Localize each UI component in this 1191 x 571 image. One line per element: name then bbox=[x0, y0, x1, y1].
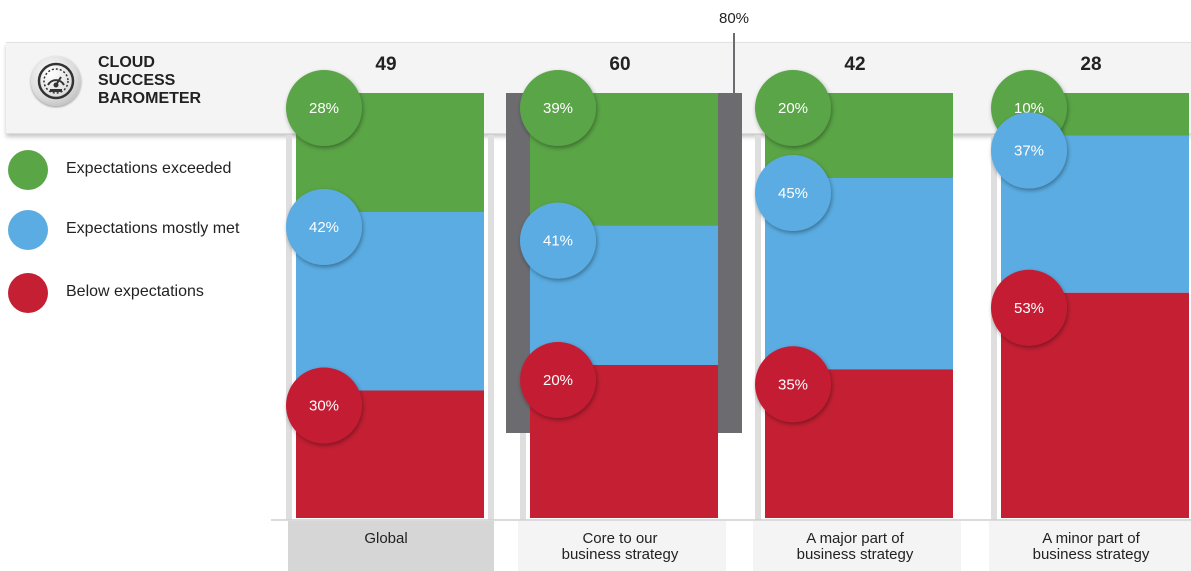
brand-title-line: SUCCESS bbox=[98, 72, 176, 89]
data-label: 45% bbox=[778, 185, 808, 202]
column-gutter bbox=[991, 135, 997, 520]
category-cell bbox=[753, 521, 961, 571]
data-label: 20% bbox=[778, 100, 808, 117]
category-label-line: A major part of bbox=[806, 530, 904, 547]
marker-label: 80% bbox=[719, 10, 749, 27]
category-label: Global bbox=[364, 530, 407, 547]
category-label-line: business strategy bbox=[797, 546, 914, 563]
legend-item-mostly-met: Expectations mostly met bbox=[8, 210, 278, 252]
data-label: 39% bbox=[543, 100, 573, 117]
value-bubble bbox=[991, 269, 1067, 346]
category-cell bbox=[518, 521, 726, 571]
count-label: 28 bbox=[1080, 54, 1101, 75]
category-label: A minor part of business strategy bbox=[1033, 530, 1150, 563]
data-label: 41% bbox=[543, 233, 573, 250]
count-label: 42 bbox=[844, 54, 865, 75]
legend-swatch bbox=[8, 150, 48, 190]
category-label-line: Core to our bbox=[582, 530, 657, 547]
data-label: 10% bbox=[1014, 100, 1044, 117]
legend-item-below: Below expectations bbox=[8, 273, 278, 315]
legend-label: Expectations exceeded bbox=[66, 160, 232, 177]
data-label: 42% bbox=[309, 219, 339, 236]
column-gutter bbox=[286, 135, 292, 520]
value-bubble bbox=[755, 155, 831, 231]
data-label: 53% bbox=[1014, 300, 1044, 317]
data-label: 28% bbox=[309, 100, 339, 117]
value-bubble bbox=[991, 112, 1067, 189]
value-bubble bbox=[520, 342, 596, 418]
category-label: Core to our business strategy bbox=[562, 530, 679, 563]
legend-item-exceeded: Expectations exceeded bbox=[8, 150, 278, 192]
value-bubble bbox=[520, 202, 596, 279]
value-bubble bbox=[286, 70, 362, 146]
data-label: 35% bbox=[778, 376, 808, 393]
brand-title-line: BAROMETER bbox=[98, 90, 202, 107]
category-cell bbox=[989, 521, 1191, 571]
category-label-line: business strategy bbox=[562, 546, 679, 563]
legend-swatch bbox=[8, 273, 48, 313]
value-bubble bbox=[755, 70, 831, 146]
data-label: 30% bbox=[309, 398, 339, 415]
category-label-line: A minor part of bbox=[1042, 530, 1140, 547]
brand-block: CLOUD SUCCESS BAROMETER bbox=[28, 52, 268, 126]
value-bubble bbox=[286, 367, 362, 444]
data-label: 37% bbox=[1014, 143, 1044, 160]
count-label: 60 bbox=[609, 54, 630, 75]
value-bubble bbox=[520, 70, 596, 146]
brand-title: CLOUD SUCCESS BAROMETER bbox=[98, 54, 268, 108]
value-bubble bbox=[286, 189, 362, 265]
category-label: A major part of business strategy bbox=[797, 530, 914, 563]
count-label: 49 bbox=[375, 54, 396, 75]
column-gutter bbox=[755, 135, 761, 520]
category-label-line: business strategy bbox=[1033, 546, 1150, 563]
value-bubble bbox=[755, 346, 831, 423]
legend-swatch bbox=[8, 210, 48, 250]
legend-label: Below expectations bbox=[66, 283, 204, 300]
legend-label: Expectations mostly met bbox=[66, 220, 240, 237]
gauge-dial-icon bbox=[31, 56, 81, 106]
brand-title-line: CLOUD bbox=[98, 54, 155, 71]
category-label-line: Global bbox=[364, 530, 407, 547]
data-label: 20% bbox=[543, 372, 573, 389]
column-gutter bbox=[488, 135, 494, 520]
category-cell bbox=[288, 521, 494, 571]
